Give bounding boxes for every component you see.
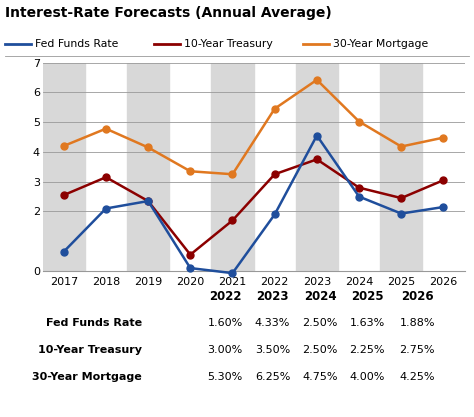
Text: 4.33%: 4.33% xyxy=(255,318,290,328)
Text: 2.75%: 2.75% xyxy=(400,345,435,355)
Text: 3.00%: 3.00% xyxy=(208,345,243,355)
Text: 2023: 2023 xyxy=(256,289,289,303)
Text: 30-Year Mortgage: 30-Year Mortgage xyxy=(333,39,428,49)
Text: 6.25%: 6.25% xyxy=(255,372,290,382)
Bar xyxy=(43,63,85,271)
Text: 4.75%: 4.75% xyxy=(302,372,337,382)
Text: 3.50%: 3.50% xyxy=(255,345,290,355)
Text: 2025: 2025 xyxy=(351,289,383,303)
Text: Fed Funds Rate: Fed Funds Rate xyxy=(35,39,118,49)
Text: Fed Funds Rate: Fed Funds Rate xyxy=(46,318,142,328)
Text: 2022: 2022 xyxy=(209,289,241,303)
Text: 10-Year Treasury: 10-Year Treasury xyxy=(184,39,273,49)
Text: 2024: 2024 xyxy=(304,289,336,303)
Bar xyxy=(296,63,338,271)
Text: 4.00%: 4.00% xyxy=(350,372,385,382)
Text: 2026: 2026 xyxy=(401,289,433,303)
Text: 2.25%: 2.25% xyxy=(350,345,385,355)
Text: 1.63%: 1.63% xyxy=(350,318,385,328)
Text: 2.50%: 2.50% xyxy=(302,318,337,328)
Text: 1.88%: 1.88% xyxy=(400,318,435,328)
Bar xyxy=(211,63,254,271)
Text: 2.50%: 2.50% xyxy=(302,345,337,355)
Text: 1.60%: 1.60% xyxy=(208,318,243,328)
Text: 30-Year Mortgage: 30-Year Mortgage xyxy=(32,372,142,382)
Text: 5.30%: 5.30% xyxy=(208,372,243,382)
Text: 10-Year Treasury: 10-Year Treasury xyxy=(38,345,142,355)
Text: Interest-Rate Forecasts (Annual Average): Interest-Rate Forecasts (Annual Average) xyxy=(5,6,331,20)
Bar xyxy=(127,63,169,271)
Bar xyxy=(380,63,422,271)
Text: 4.25%: 4.25% xyxy=(400,372,435,382)
